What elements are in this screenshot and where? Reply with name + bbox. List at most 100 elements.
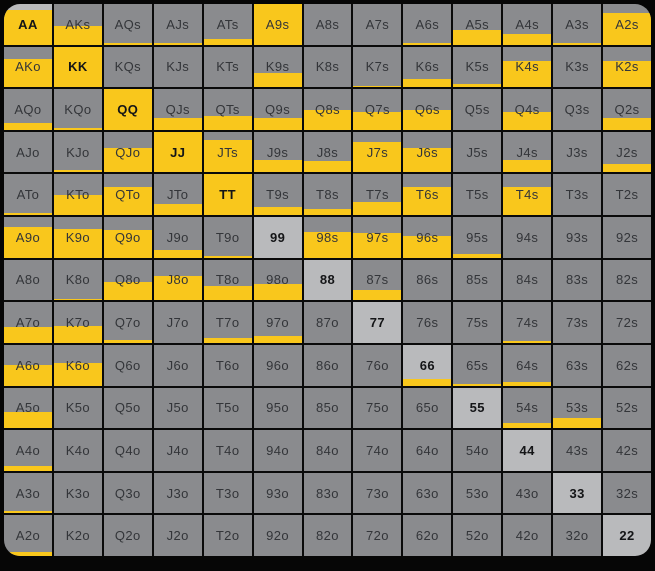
- hand-cell-KQo[interactable]: KQo: [53, 89, 102, 130]
- hand-cell-93s[interactable]: 93s: [553, 217, 602, 258]
- hand-cell-A2o[interactable]: A2o: [4, 515, 52, 556]
- hand-cell-A9o[interactable]: A9o: [4, 217, 52, 258]
- hand-cell-77[interactable]: 77: [353, 302, 402, 343]
- hand-cell-T5s[interactable]: T5s: [453, 174, 502, 216]
- hand-cell-Q5o[interactable]: Q5o: [103, 387, 152, 429]
- hand-cell-98s[interactable]: 98s: [303, 217, 352, 258]
- hand-cell-T5o[interactable]: T5o: [203, 387, 252, 429]
- hand-cell-T6o[interactable]: T6o: [203, 344, 252, 386]
- hand-cell-A7o[interactable]: A7o: [4, 302, 52, 343]
- hand-cell-AJo[interactable]: AJo: [4, 131, 52, 173]
- hand-cell-KQs[interactable]: KQs: [103, 46, 152, 88]
- hand-cell-T2s[interactable]: T2s: [603, 174, 651, 216]
- hand-cell-22[interactable]: 22: [603, 515, 651, 556]
- hand-cell-54o[interactable]: 54o: [453, 430, 502, 471]
- hand-cell-62o[interactable]: 62o: [403, 515, 452, 556]
- hand-cell-62s[interactable]: 62s: [603, 344, 651, 386]
- hand-cell-93o[interactable]: 93o: [253, 472, 302, 514]
- hand-cell-85s[interactable]: 85s: [453, 259, 502, 301]
- hand-cell-Q2s[interactable]: Q2s: [603, 89, 651, 130]
- hand-cell-Q2o[interactable]: Q2o: [103, 515, 152, 556]
- hand-cell-K5o[interactable]: K5o: [53, 387, 102, 429]
- hand-cell-JJ[interactable]: JJ: [153, 131, 202, 173]
- hand-cell-J2o[interactable]: J2o: [153, 515, 202, 556]
- hand-cell-K3s[interactable]: K3s: [553, 46, 602, 88]
- hand-cell-85o[interactable]: 85o: [303, 387, 352, 429]
- hand-cell-T9s[interactable]: T9s: [253, 174, 302, 216]
- hand-cell-T2o[interactable]: T2o: [203, 515, 252, 556]
- hand-cell-Q4o[interactable]: Q4o: [103, 430, 152, 471]
- hand-cell-97s[interactable]: 97s: [353, 217, 402, 258]
- hand-cell-J7o[interactable]: J7o: [153, 302, 202, 343]
- hand-cell-J4o[interactable]: J4o: [153, 430, 202, 471]
- hand-cell-J3o[interactable]: J3o: [153, 472, 202, 514]
- hand-cell-Q9o[interactable]: Q9o: [103, 217, 152, 258]
- hand-cell-74s[interactable]: 74s: [503, 302, 552, 343]
- hand-cell-52o[interactable]: 52o: [453, 515, 502, 556]
- hand-cell-AKs[interactable]: AKs: [53, 4, 102, 45]
- hand-cell-88[interactable]: 88: [303, 259, 352, 301]
- hand-cell-K7s[interactable]: K7s: [353, 46, 402, 88]
- hand-cell-63o[interactable]: 63o: [403, 472, 452, 514]
- hand-cell-T3o[interactable]: T3o: [203, 472, 252, 514]
- hand-cell-J4s[interactable]: J4s: [503, 131, 552, 173]
- hand-cell-Q7s[interactable]: Q7s: [353, 89, 402, 130]
- hand-cell-K9o[interactable]: K9o: [53, 217, 102, 258]
- hand-cell-T3s[interactable]: T3s: [553, 174, 602, 216]
- hand-cell-84s[interactable]: 84s: [503, 259, 552, 301]
- hand-cell-74o[interactable]: 74o: [353, 430, 402, 471]
- hand-cell-75o[interactable]: 75o: [353, 387, 402, 429]
- hand-cell-T7s[interactable]: T7s: [353, 174, 402, 216]
- hand-cell-A4s[interactable]: A4s: [503, 4, 552, 45]
- hand-cell-64o[interactable]: 64o: [403, 430, 452, 471]
- hand-cell-32o[interactable]: 32o: [553, 515, 602, 556]
- hand-cell-AJs[interactable]: AJs: [153, 4, 202, 45]
- hand-cell-76s[interactable]: 76s: [403, 302, 452, 343]
- hand-cell-53s[interactable]: 53s: [553, 387, 602, 429]
- hand-cell-43o[interactable]: 43o: [503, 472, 552, 514]
- hand-cell-Q5s[interactable]: Q5s: [453, 89, 502, 130]
- hand-cell-96o[interactable]: 96o: [253, 344, 302, 386]
- hand-cell-33[interactable]: 33: [553, 472, 602, 514]
- hand-cell-K9s[interactable]: K9s: [253, 46, 302, 88]
- hand-cell-92o[interactable]: 92o: [253, 515, 302, 556]
- hand-cell-Q6o[interactable]: Q6o: [103, 344, 152, 386]
- hand-cell-K4s[interactable]: K4s: [503, 46, 552, 88]
- hand-cell-66[interactable]: 66: [403, 344, 452, 386]
- hand-cell-A6s[interactable]: A6s: [403, 4, 452, 45]
- hand-cell-AQo[interactable]: AQo: [4, 89, 52, 130]
- hand-cell-Q8o[interactable]: Q8o: [103, 259, 152, 301]
- hand-cell-J5s[interactable]: J5s: [453, 131, 502, 173]
- hand-cell-K6o[interactable]: K6o: [53, 344, 102, 386]
- hand-cell-63s[interactable]: 63s: [553, 344, 602, 386]
- hand-cell-T8o[interactable]: T8o: [203, 259, 252, 301]
- hand-cell-K8o[interactable]: K8o: [53, 259, 102, 301]
- hand-cell-83o[interactable]: 83o: [303, 472, 352, 514]
- hand-cell-83s[interactable]: 83s: [553, 259, 602, 301]
- hand-cell-87s[interactable]: 87s: [353, 259, 402, 301]
- hand-cell-A6o[interactable]: A6o: [4, 344, 52, 386]
- hand-cell-QJo[interactable]: QJo: [103, 131, 152, 173]
- hand-cell-A7s[interactable]: A7s: [353, 4, 402, 45]
- hand-cell-T7o[interactable]: T7o: [203, 302, 252, 343]
- hand-cell-82s[interactable]: 82s: [603, 259, 651, 301]
- hand-cell-K3o[interactable]: K3o: [53, 472, 102, 514]
- hand-cell-A8o[interactable]: A8o: [4, 259, 52, 301]
- hand-cell-95s[interactable]: 95s: [453, 217, 502, 258]
- hand-cell-T4o[interactable]: T4o: [203, 430, 252, 471]
- hand-cell-65o[interactable]: 65o: [403, 387, 452, 429]
- hand-cell-84o[interactable]: 84o: [303, 430, 352, 471]
- hand-cell-QTo[interactable]: QTo: [103, 174, 152, 216]
- hand-cell-QTs[interactable]: QTs: [203, 89, 252, 130]
- hand-cell-J5o[interactable]: J5o: [153, 387, 202, 429]
- hand-cell-T9o[interactable]: T9o: [203, 217, 252, 258]
- hand-cell-KTs[interactable]: KTs: [203, 46, 252, 88]
- hand-cell-Q6s[interactable]: Q6s: [403, 89, 452, 130]
- hand-cell-QJs[interactable]: QJs: [153, 89, 202, 130]
- hand-cell-J8o[interactable]: J8o: [153, 259, 202, 301]
- hand-cell-T8s[interactable]: T8s: [303, 174, 352, 216]
- hand-cell-A8s[interactable]: A8s: [303, 4, 352, 45]
- hand-cell-TT[interactable]: TT: [203, 174, 252, 216]
- hand-cell-73s[interactable]: 73s: [553, 302, 602, 343]
- hand-cell-92s[interactable]: 92s: [603, 217, 651, 258]
